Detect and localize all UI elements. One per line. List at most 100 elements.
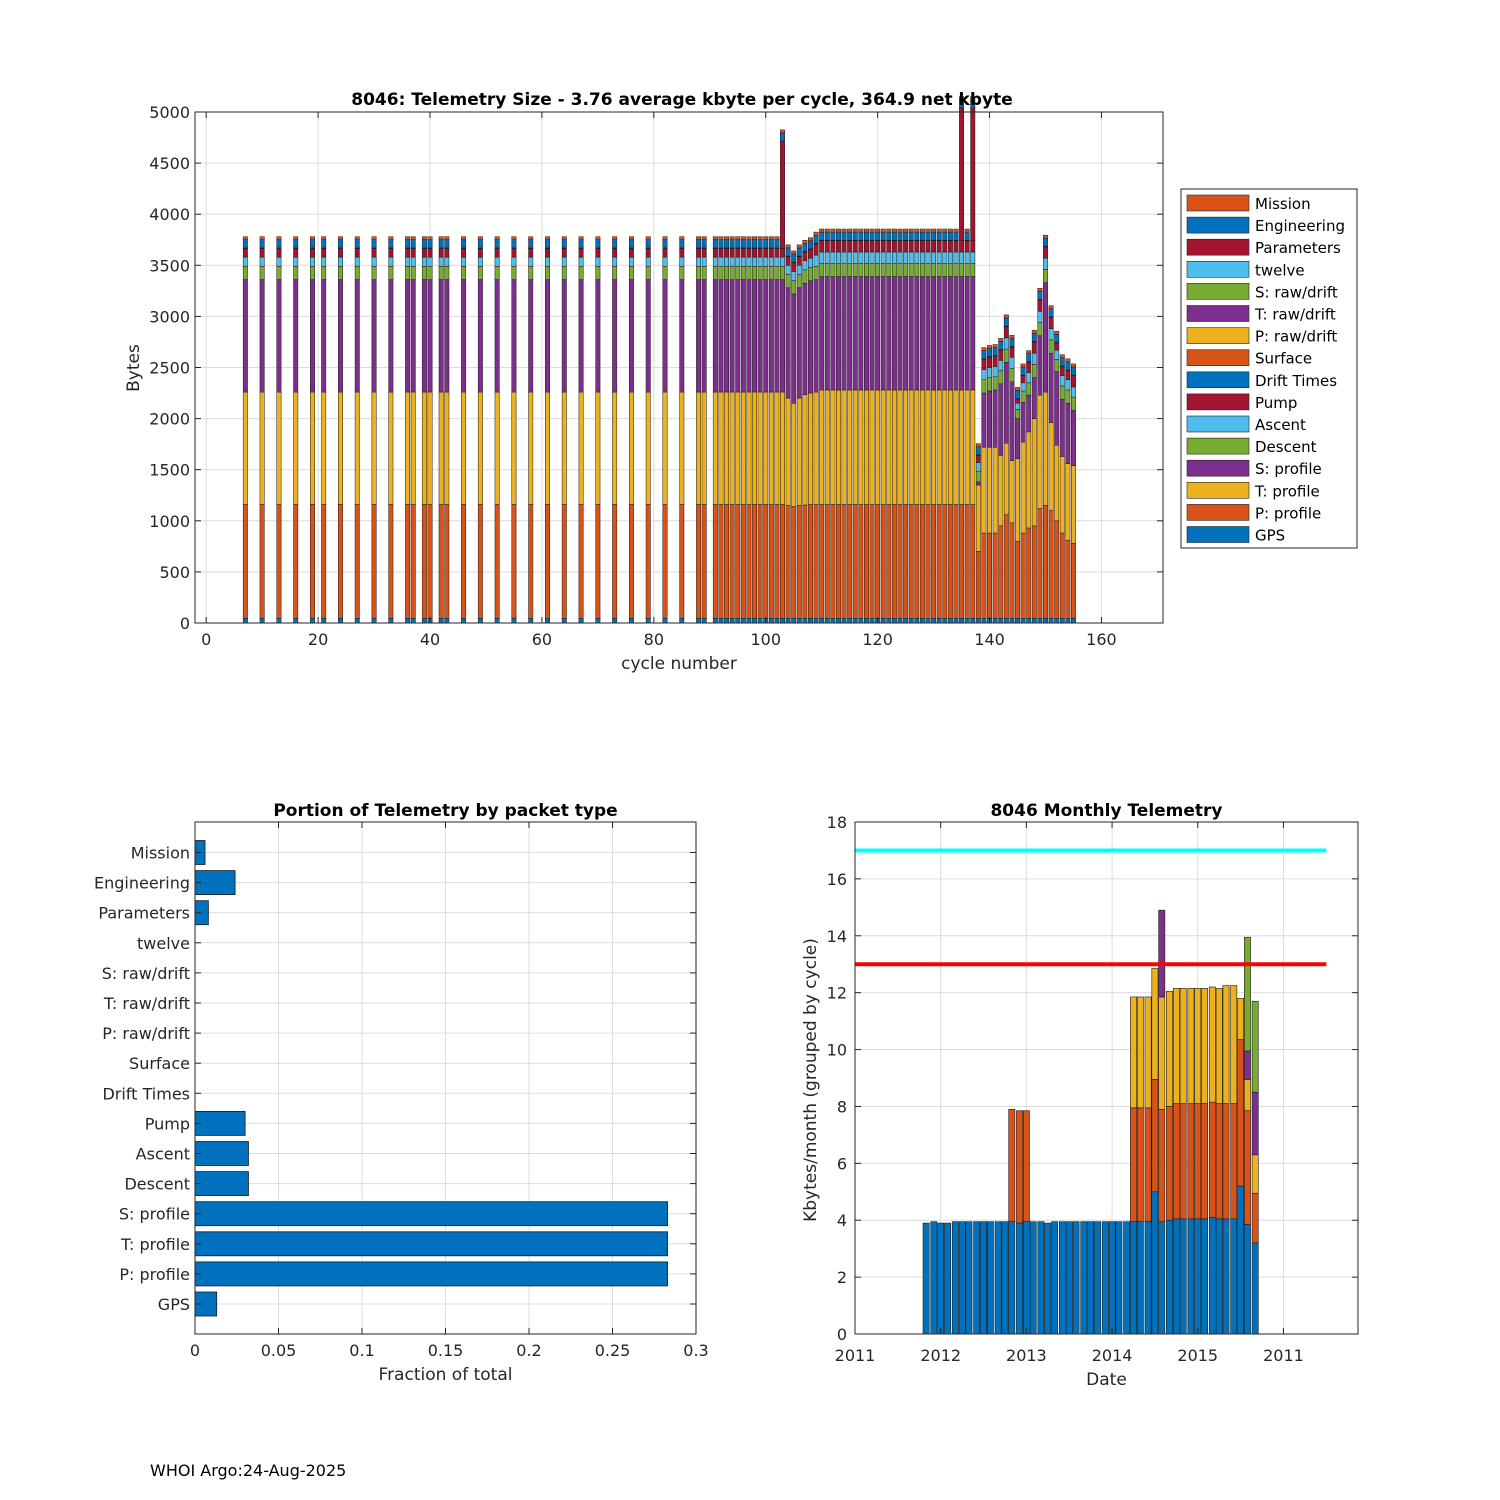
bar-segment-t-profile xyxy=(746,391,752,505)
bar-segment-gps xyxy=(959,618,965,624)
bar-segment-t-profile xyxy=(757,391,763,505)
bar-segment-mission xyxy=(405,236,411,241)
bar-segment-descent xyxy=(875,263,881,277)
month-bar-segment xyxy=(1166,990,1173,1107)
bar-segment-t-profile xyxy=(1071,465,1076,544)
bar-segment-p-profile xyxy=(1037,508,1043,619)
y-tick-label: 5000 xyxy=(149,103,190,122)
bar-segment-mission xyxy=(310,236,315,241)
bar-segment-pump xyxy=(545,248,550,258)
bar-engineering xyxy=(194,870,236,895)
bar-segment-engineering xyxy=(561,239,567,249)
bar-segment-mission xyxy=(612,236,618,241)
bar-segment-parameters xyxy=(780,140,785,249)
bar-segment-gps xyxy=(1059,618,1065,624)
bar-segment-s-profile xyxy=(847,276,853,391)
legend-swatch xyxy=(1186,415,1250,433)
month-bar-segment xyxy=(1230,1218,1238,1335)
bar-segment-s-profile xyxy=(259,279,265,393)
bar-segment-t-profile xyxy=(830,389,836,505)
bar-segment-gps xyxy=(931,618,937,624)
bar-segment-s-profile xyxy=(729,279,735,393)
bar-segment-s-profile xyxy=(561,279,567,393)
bar-segment-gps xyxy=(830,618,836,624)
bar-segment-mission xyxy=(724,236,730,241)
bar-segment-ascent xyxy=(942,251,948,264)
y-tick-label: 12 xyxy=(827,984,847,1003)
bar-segment-s-profile xyxy=(628,279,634,393)
bar-segment-t-profile xyxy=(612,391,618,505)
bar-segment-gps xyxy=(477,618,483,624)
bar-segment-mission xyxy=(925,228,931,233)
bar-segment-p-profile xyxy=(987,532,992,619)
month-bar-segment xyxy=(1158,909,1166,998)
bar-segment-mission xyxy=(936,228,942,233)
bar-segment-mission xyxy=(757,236,763,241)
bar-segment-t-profile xyxy=(1015,458,1020,542)
y-tick-label: 6 xyxy=(837,1154,847,1173)
bar-segment-s-profile xyxy=(461,279,467,393)
bar-segment-p-profile xyxy=(679,504,685,619)
bar-segment-s-profile xyxy=(780,279,785,393)
bar-segment-descent xyxy=(354,266,360,280)
bar-segment-pump xyxy=(908,240,914,253)
month-bar-segment xyxy=(1187,1218,1195,1335)
bar-segment-p-profile xyxy=(595,504,601,619)
bar-segment-p-profile xyxy=(421,504,427,619)
month-bar-segment xyxy=(1222,1218,1230,1335)
bar-segment-mission xyxy=(371,236,377,241)
legend-label: T: raw/drift xyxy=(1254,306,1336,324)
bar-segment-t-profile xyxy=(847,389,853,505)
bar-segment-pump xyxy=(808,249,813,259)
bar-segment-mission xyxy=(427,236,433,241)
category-label: Pump xyxy=(145,1114,190,1133)
bar-segment-mission xyxy=(824,228,830,233)
month-bar-segment xyxy=(1044,1222,1052,1335)
bar-segment-engineering xyxy=(847,231,853,241)
month-bar-segment xyxy=(973,1221,981,1335)
bar-segment-descent xyxy=(410,266,416,280)
bar-segment-pump xyxy=(768,248,774,258)
bar-segment-p-profile xyxy=(830,504,836,619)
bar-segment-pump xyxy=(858,240,864,253)
bar-segment-gps xyxy=(964,618,970,624)
bar-segment-descent xyxy=(612,266,618,280)
month-bar-segment xyxy=(930,1221,938,1335)
bar-segment-ascent xyxy=(1015,403,1020,410)
bar-segment-t-profile xyxy=(1054,444,1060,522)
bar-segment-ascent xyxy=(259,256,265,267)
bar-segment-gps xyxy=(791,618,797,624)
month-bar-segment xyxy=(1144,1221,1152,1335)
bar-segment-p-profile xyxy=(1059,532,1065,619)
bar-segment-pump xyxy=(595,248,601,258)
bar-segment-p-profile xyxy=(1048,510,1054,619)
bar-segment-s-profile xyxy=(992,389,998,448)
bar-segment-s-profile xyxy=(1048,352,1054,423)
bar-segment-descent xyxy=(925,263,931,277)
bar-segment-mission xyxy=(321,236,327,241)
bar-segment-pump xyxy=(1071,375,1076,388)
footer-stamp: WHOI Argo:24-Aug-2025 xyxy=(150,1461,347,1480)
bar-segment-ascent xyxy=(824,251,830,264)
bar-segment-t-profile xyxy=(1043,391,1048,506)
bar-segment-engineering xyxy=(841,231,847,241)
bar-segment-s-profile xyxy=(679,279,685,393)
bar-segment-ascent xyxy=(763,256,769,267)
bar-segment-descent xyxy=(836,263,841,277)
bar-segment-s-profile xyxy=(975,481,981,486)
bar-segment-mission xyxy=(774,236,780,241)
bar-segment-t-profile xyxy=(595,391,601,505)
bar-segment-mission xyxy=(1071,363,1076,368)
month-bar-segment xyxy=(965,1221,973,1335)
bar-segment-gps xyxy=(461,618,467,624)
bar-segment-p-profile xyxy=(947,504,953,619)
bar-segment-ascent xyxy=(981,369,987,381)
bar-segment-s-profile xyxy=(791,293,797,404)
x-tick-label: 0 xyxy=(190,1341,200,1360)
month-bar-segment xyxy=(1151,1191,1159,1335)
bar-segment-t-profile xyxy=(824,389,830,505)
bar-segment-engineering xyxy=(897,231,903,241)
bar-segment-s-profile xyxy=(824,276,830,391)
bar-segment-ascent xyxy=(477,256,483,267)
bar-segment-gps xyxy=(242,618,248,624)
